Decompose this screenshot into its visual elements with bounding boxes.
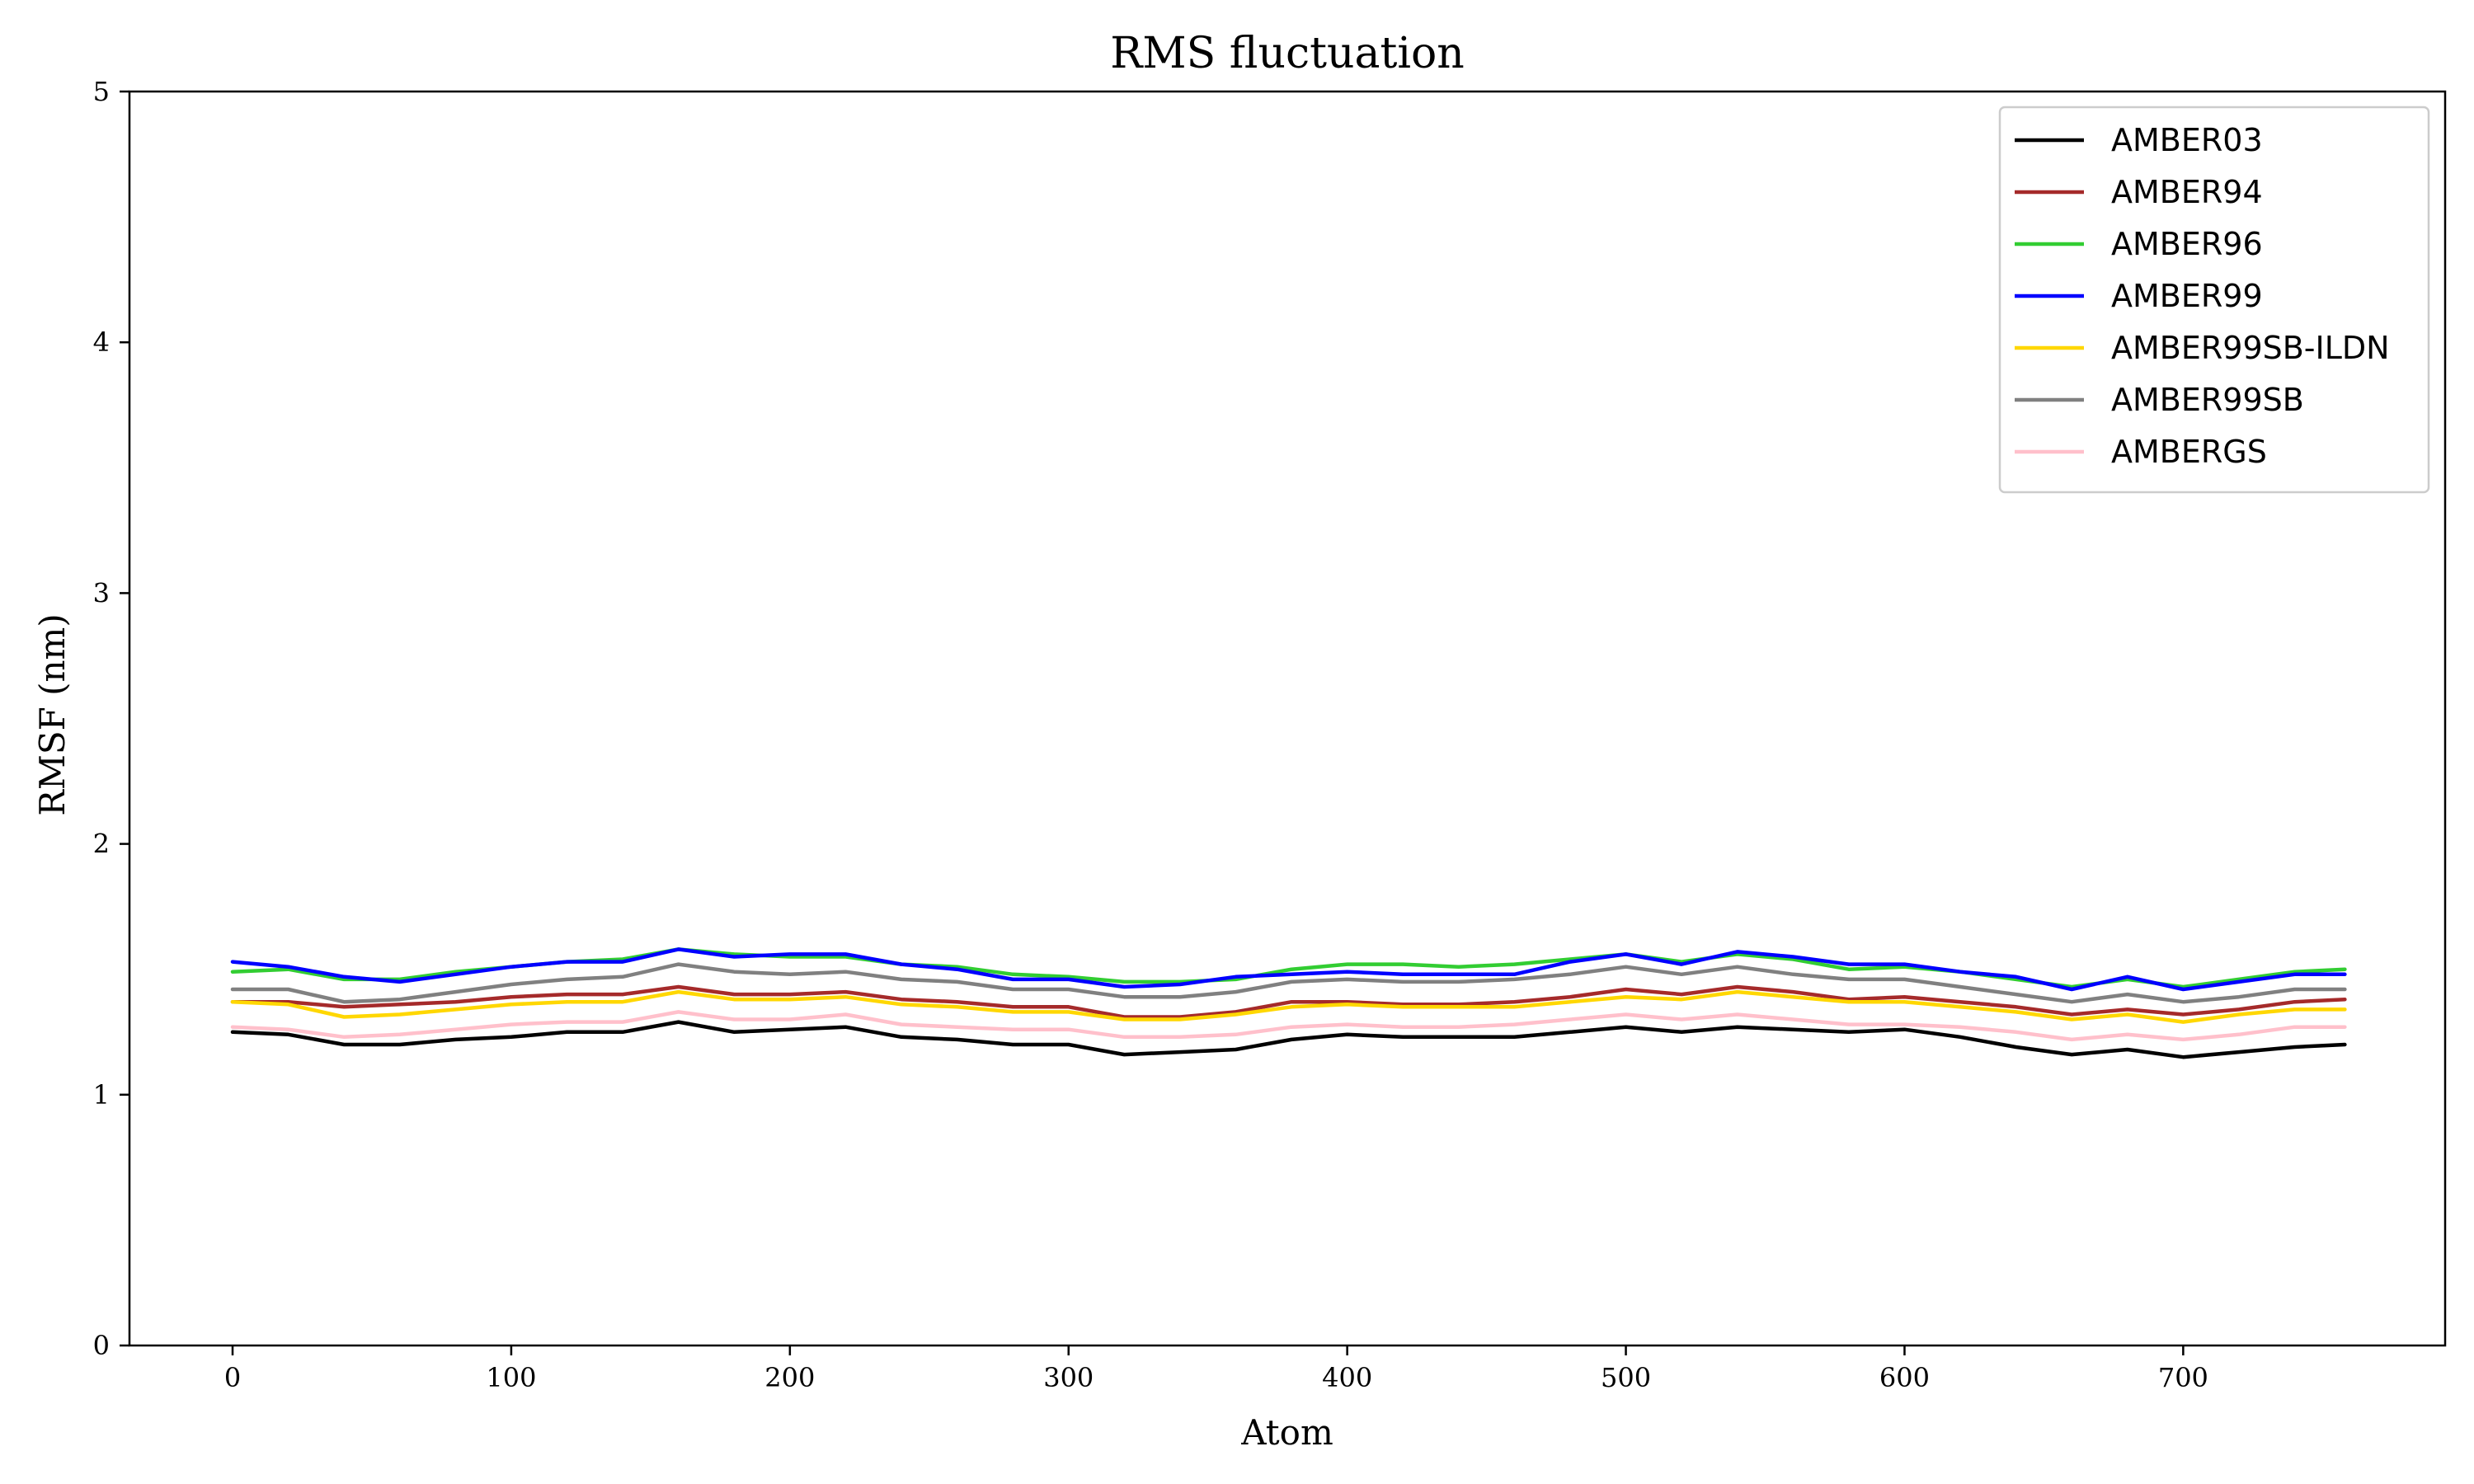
x-tick-label-7: 700 bbox=[2158, 1362, 2208, 1393]
plot-frame bbox=[128, 90, 2447, 1347]
series-line-ambergs bbox=[230, 1010, 2347, 1042]
ticks-layer: 0 100 200 300 400 500 600 700 0 1 2 3 4 5 bbox=[93, 76, 2208, 1393]
legend: AMBER03 AMBER94 AMBER96 AMBER99 AMBER99SB-IL… bbox=[1998, 106, 2430, 494]
chart-title: RMS fluctuation bbox=[1110, 29, 1465, 78]
y-tick-label-4: 4 bbox=[93, 326, 110, 358]
legend-label-amber99: AMBER99 bbox=[2111, 278, 2263, 314]
series-line-amber03 bbox=[230, 1020, 2347, 1059]
series-line-amber99sb-ildn bbox=[230, 989, 2347, 1024]
x-tick-label-2: 200 bbox=[764, 1362, 815, 1393]
legend-label-amber94: AMBER94 bbox=[2111, 174, 2263, 210]
legend-label-amber99sb-ildn: AMBER99SB-ILDN bbox=[2111, 330, 2390, 366]
y-tick-label-3: 3 bbox=[93, 577, 110, 608]
x-tick-label-3: 300 bbox=[1043, 1362, 1094, 1393]
y-tick-label-0: 0 bbox=[93, 1330, 110, 1361]
x-tick-label-6: 600 bbox=[1879, 1362, 1930, 1393]
y-tick-label-1: 1 bbox=[93, 1079, 110, 1111]
series-line-amber94 bbox=[230, 984, 2347, 1019]
legend-label-ambergs: AMBERGS bbox=[2111, 434, 2267, 470]
series-layer bbox=[230, 947, 2347, 1059]
x-tick-label-1: 100 bbox=[486, 1362, 536, 1393]
x-tick-label-5: 500 bbox=[1601, 1362, 1651, 1393]
x-tick-label-4: 400 bbox=[1322, 1362, 1372, 1393]
series-line-amber99sb bbox=[230, 962, 2347, 1004]
legend-label-amber03: AMBER03 bbox=[2111, 122, 2263, 158]
y-tick-label-2: 2 bbox=[93, 829, 110, 860]
legend-box bbox=[1998, 106, 2430, 494]
series-line-amber99 bbox=[230, 947, 2347, 992]
legend-label-amber99sb: AMBER99SB bbox=[2111, 382, 2304, 418]
legend-label-amber96: AMBER96 bbox=[2111, 226, 2263, 262]
y-tick-label-5: 5 bbox=[93, 76, 110, 107]
x-tick-label-0: 0 bbox=[224, 1362, 241, 1393]
x-axis-label: Atom bbox=[1240, 1412, 1333, 1453]
y-axis-label: RMSF (nm) bbox=[32, 613, 73, 816]
